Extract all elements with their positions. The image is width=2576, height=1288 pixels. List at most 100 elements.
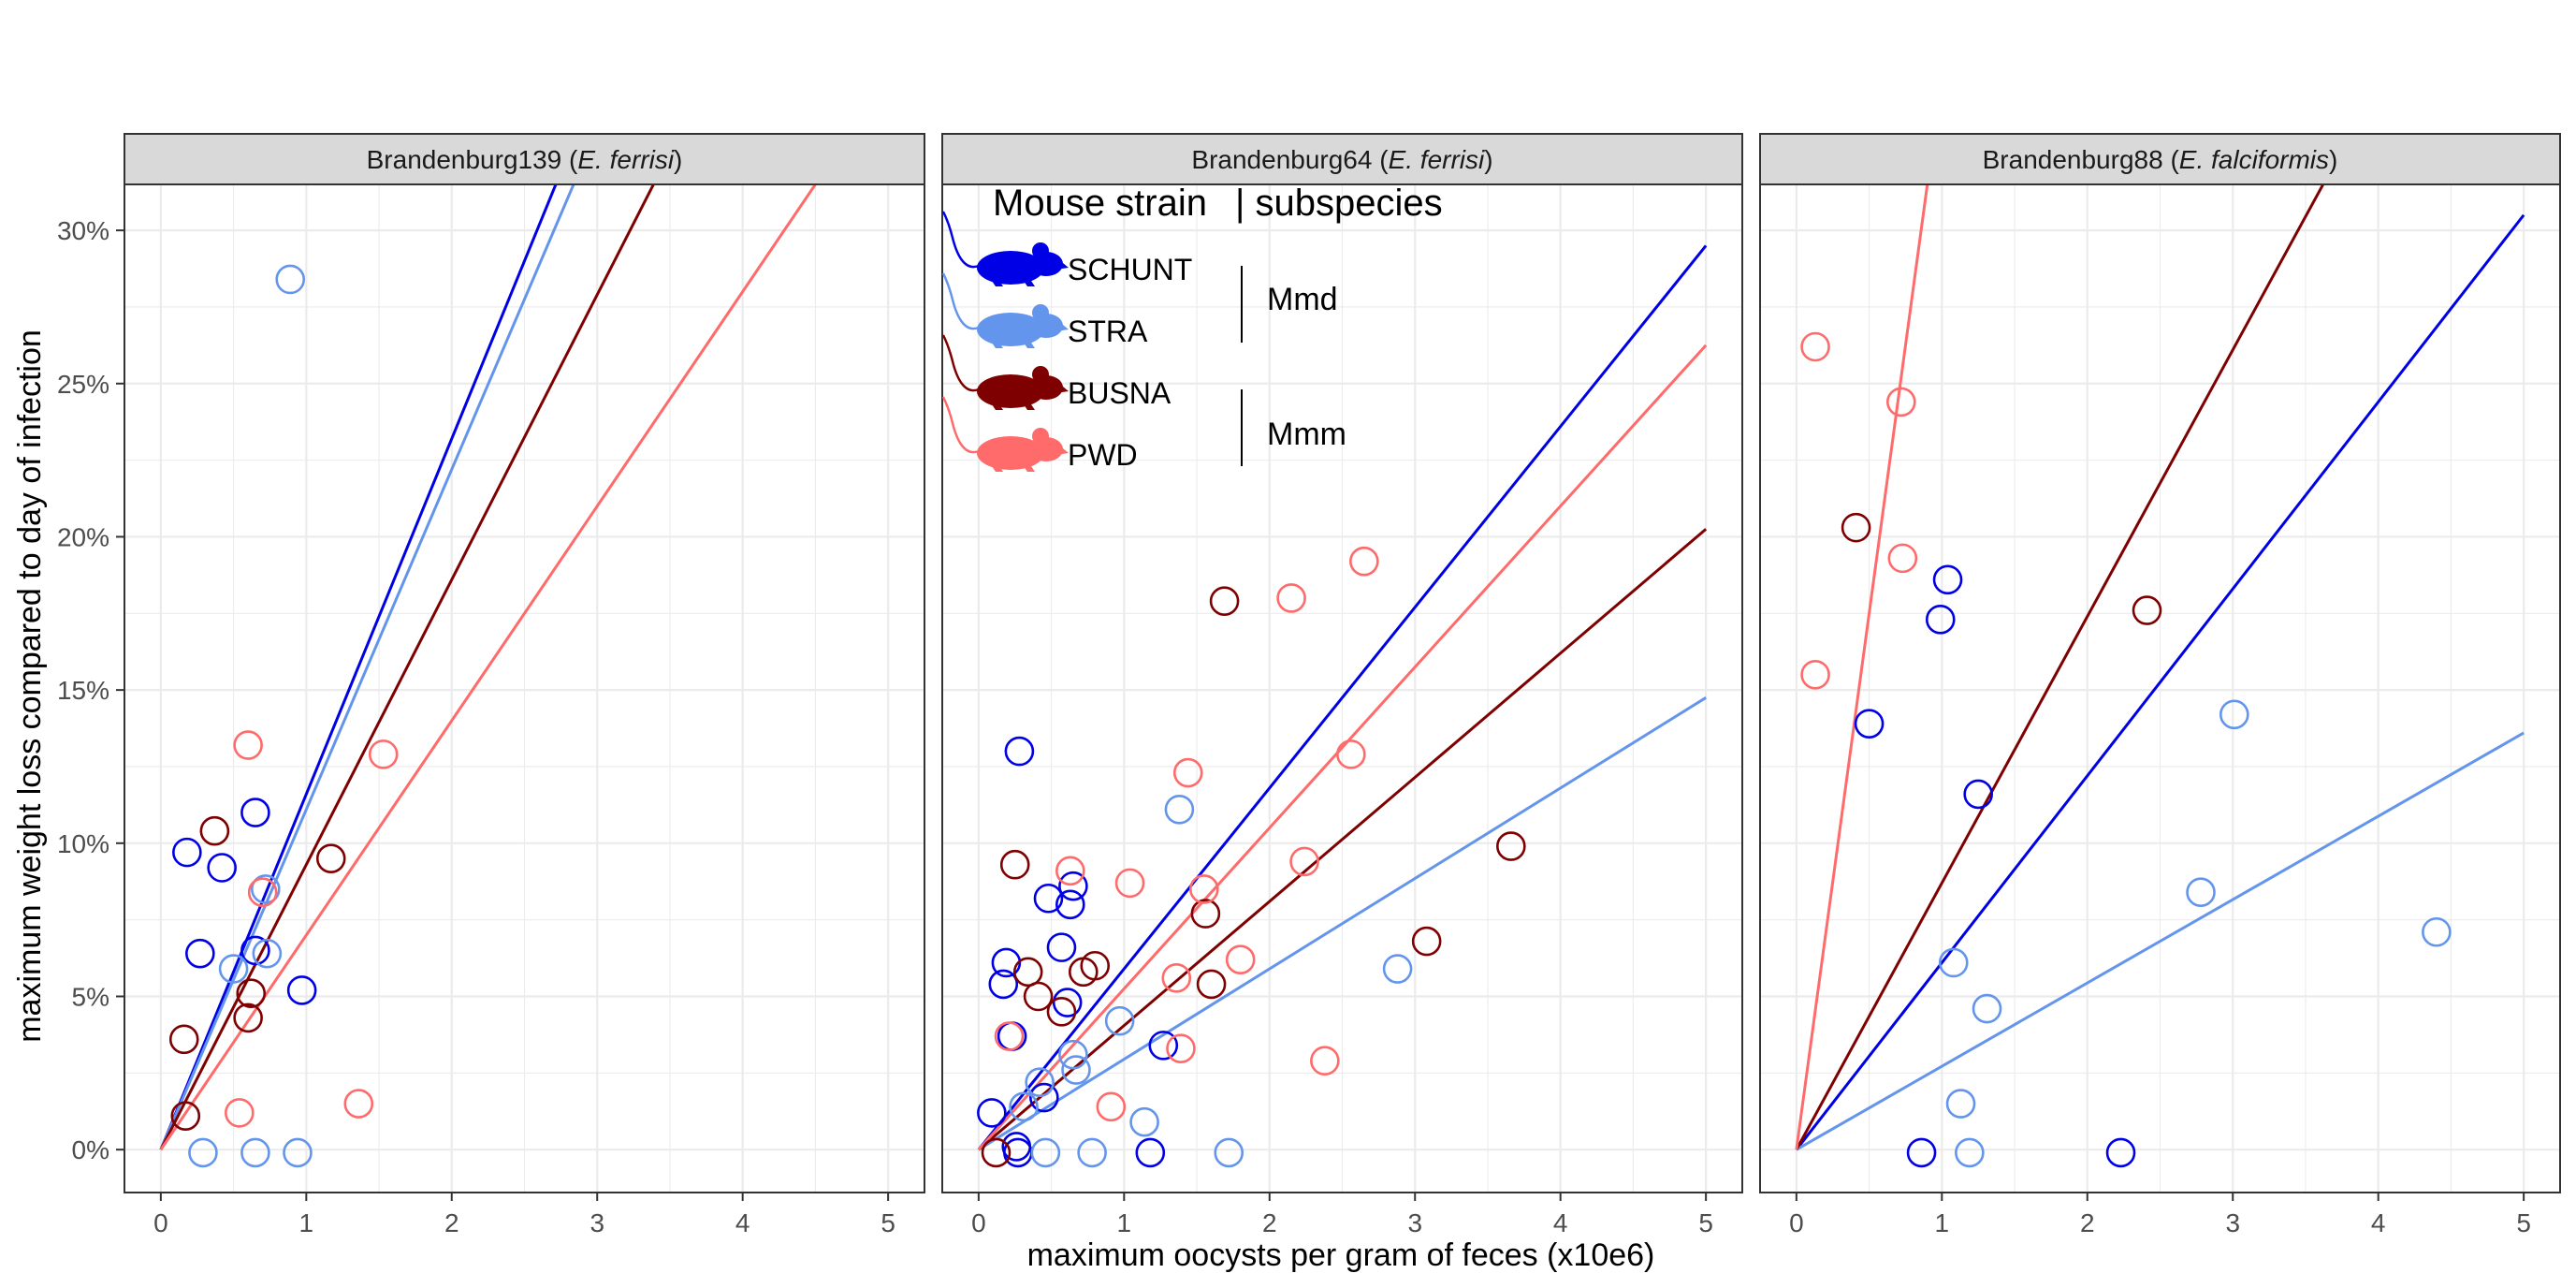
point-busna: [1411, 926, 1442, 957]
legend-item-stra: STRA: [941, 272, 1148, 348]
regression-line-pwd: [977, 344, 1708, 1151]
x-tick-label: 1: [299, 1208, 314, 1237]
point-schunt: [1135, 1137, 1166, 1168]
legend-subspecies-heading: | subspecies: [1235, 183, 1443, 224]
point-pwd: [994, 1021, 1025, 1051]
point-schunt: [1906, 1137, 1937, 1168]
point-pwd: [1310, 1046, 1340, 1076]
point-schunt: [991, 947, 1022, 978]
point-pwd: [1885, 387, 1916, 417]
point-stra: [1058, 1039, 1088, 1070]
regression-lines: [1795, 184, 2525, 1151]
legend-title: Mouse strain: [993, 183, 1207, 224]
panel-1: Brandenburg139 (E. ferrisi) 0 1 2 3 4 5 0% 5% 10%…: [57, 133, 925, 1237]
point-busna: [233, 1003, 263, 1033]
facet-panels: Brandenburg139 (E. ferrisi)0 1 2 3 4 50%5%10%…: [57, 133, 2561, 1237]
point-schunt: [1004, 736, 1035, 767]
point-stra: [1025, 1067, 1055, 1097]
regression-line-schunt: [977, 244, 1708, 1151]
point-stra: [1955, 1137, 1985, 1168]
point-pwd: [1114, 868, 1145, 899]
point-pwd: [1800, 331, 1830, 362]
legend-item-pwd: PWD: [941, 396, 1138, 472]
regression-line-busna: [1795, 184, 2325, 1150]
point-stra: [250, 874, 281, 904]
legend-group-mmm: Mmm: [1267, 417, 1346, 452]
point-schunt: [185, 938, 215, 969]
x-tick-label: 2: [1262, 1208, 1277, 1237]
point-busna: [1209, 586, 1240, 617]
point-stra: [188, 1137, 218, 1168]
point-stra: [218, 954, 249, 984]
regression-line-busna: [159, 184, 656, 1150]
point-stra: [2219, 699, 2249, 730]
x-tick-label: 4: [735, 1208, 750, 1237]
point-pwd: [368, 739, 399, 769]
regression-lines: [977, 244, 1708, 1151]
point-pwd: [1887, 543, 1918, 574]
x-axis-title: maximum oocysts per gram of feces (x10e6…: [1027, 1237, 1655, 1273]
point-stra: [1077, 1137, 1107, 1168]
strip-background: [1759, 133, 2561, 185]
strip-label-species: E. falciformis: [2179, 145, 2329, 174]
point-busna: [981, 1137, 1011, 1168]
point-stra: [275, 264, 306, 295]
y-tick-label: 25%: [57, 370, 109, 399]
point-stra: [1938, 947, 1969, 978]
strip-label: Brandenburg139 (E. ferrisi): [367, 145, 683, 174]
regression-lines: [159, 184, 818, 1151]
point-schunt: [207, 853, 237, 883]
point-schunt: [977, 1098, 1007, 1128]
point-stra: [1214, 1137, 1244, 1168]
point-pwd: [225, 1098, 255, 1128]
legend-item-busna: BUSNA: [941, 334, 1172, 410]
x-tick-label: 5: [880, 1208, 895, 1237]
point-schunt: [172, 837, 202, 868]
y-tick-label: 30%: [57, 216, 109, 245]
x-tick-label: 4: [1553, 1208, 1568, 1237]
point-schunt: [988, 969, 1019, 1000]
point-pwd: [1276, 583, 1306, 613]
point-schunt: [286, 975, 317, 1005]
point-busna: [1068, 957, 1099, 988]
legend-item-label: BUSNA: [1068, 376, 1172, 410]
point-schunt: [1052, 988, 1083, 1017]
panel-2: Brandenburg64 (E. ferrisi) 0 1 2 3 4 5: [941, 133, 1743, 1237]
point-pwd: [247, 877, 278, 907]
grid: [124, 184, 924, 1193]
y-tick-label: 10%: [57, 829, 109, 858]
point-schunt: [2105, 1137, 2136, 1168]
regression-line-stra: [159, 184, 575, 1150]
point-busna: [999, 849, 1030, 880]
x-tick-label: 5: [1698, 1208, 1713, 1237]
point-busna: [199, 815, 230, 846]
grid: [1760, 184, 2560, 1193]
point-busna: [1196, 969, 1227, 1000]
y-tick-label: 20%: [57, 522, 109, 551]
strip-background: [941, 133, 1743, 185]
regression-line-pwd: [1795, 184, 1929, 1150]
y-tick-label: 15%: [57, 676, 109, 705]
x-tick-label: 3: [589, 1208, 604, 1237]
point-busna: [1190, 899, 1221, 929]
point-busna: [1023, 981, 1054, 1012]
point-schunt: [1932, 564, 1963, 595]
strip-label: Brandenburg88 (E. falciformis): [1983, 145, 2338, 174]
point-stra: [1382, 954, 1413, 984]
point-stra: [1945, 1089, 1976, 1119]
legend-item-label: SCHUNT: [1068, 253, 1192, 286]
point-schunt: [1854, 709, 1885, 739]
point-busna: [170, 1101, 201, 1131]
point-schunt: [1058, 871, 1088, 901]
mouse-silhouette-icon: [941, 211, 1069, 286]
strip-label-main: Brandenburg64 (: [1191, 145, 1389, 174]
x-tick-label: 0: [153, 1208, 168, 1237]
point-schunt: [1029, 1082, 1059, 1113]
point-busna: [1046, 997, 1077, 1027]
grid: [942, 184, 1742, 1193]
regression-line-pwd: [159, 184, 818, 1151]
strip-label-species: E. ferrisi: [1389, 145, 1485, 174]
point-pwd: [343, 1089, 374, 1119]
legend-item-label: STRA: [1068, 315, 1148, 348]
point-schunt: [1963, 779, 1993, 810]
